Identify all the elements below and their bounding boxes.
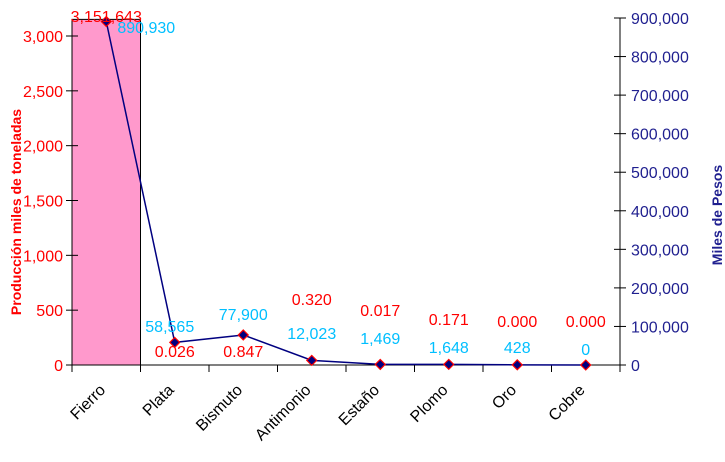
line-marker [305, 354, 318, 367]
line-value-label: 428 [504, 340, 531, 357]
category-label: Oro [489, 382, 520, 413]
left-tick-label: 500 [36, 303, 63, 320]
bar [71, 18, 141, 366]
line-value-label: 0 [581, 342, 590, 359]
right-tick-label: 300,000 [631, 242, 689, 259]
line-marker [579, 359, 592, 371]
right-tick-label: 400,000 [631, 204, 689, 221]
left-axis-title: Producción miles de toneladas [8, 109, 24, 315]
left-tick-label: 3,000 [23, 29, 63, 46]
line-marker [168, 336, 181, 349]
line-value-label: 1,648 [429, 340, 469, 357]
left-tick-label: 1,000 [23, 248, 63, 265]
right-tick-label: 200,000 [631, 281, 689, 298]
right-tick-label: 900,000 [631, 11, 689, 28]
bar-value-label: 0.017 [360, 303, 400, 320]
left-tick-label: 1,500 [23, 194, 63, 211]
category-label: Antimonio [252, 382, 314, 444]
bar-series [71, 18, 141, 366]
category-label: Fierro [68, 382, 110, 424]
right-tick-label: 700,000 [631, 88, 689, 105]
bar-value-label: 0.000 [497, 314, 537, 331]
category-label: Plomo [407, 382, 451, 426]
right-axis-title: Miles de Pesos [709, 165, 725, 266]
right-tick-label: 100,000 [631, 319, 689, 336]
data-labels: 3,151,643 0.026 0.847 0.320 0.017 0.171 0.000 0… [71, 9, 606, 361]
line-marker [511, 359, 524, 371]
bar-value-label: 0.847 [223, 344, 263, 361]
bar-value-label: 0.171 [429, 312, 469, 329]
line-marker [237, 329, 250, 341]
right-tick-label: 500,000 [631, 165, 689, 182]
bar-value-label: 0.320 [292, 292, 332, 309]
line-marker [442, 358, 455, 371]
right-tick-label: 600,000 [631, 127, 689, 144]
category-label: Plata [140, 382, 178, 420]
category-label: Bismuto [193, 382, 246, 435]
line-marker [374, 358, 387, 371]
left-tick-label: 0 [54, 358, 63, 375]
bar-value-label: 0.000 [566, 314, 606, 331]
line-value-label: 58,565 [145, 319, 194, 336]
line-marker [100, 15, 113, 28]
bar-value-label: 0.026 [155, 344, 195, 361]
right-tick-label: 0 [631, 358, 640, 375]
left-tick-label: 2,500 [23, 84, 63, 101]
bar-value-label: 3,151,643 [71, 9, 142, 26]
line-value-label: 77,900 [219, 307, 268, 324]
left-tick-label: 2,000 [23, 139, 63, 156]
line-value-label: 12,023 [287, 326, 336, 343]
line-value-label: 1,469 [360, 331, 400, 348]
right-tick-label: 800,000 [631, 50, 689, 67]
line-value-label: 890,930 [117, 20, 175, 37]
category-label: Cobre [546, 382, 589, 425]
value-line [105, 21, 586, 366]
line-series [100, 15, 592, 371]
category-label: Estaño [336, 382, 383, 429]
